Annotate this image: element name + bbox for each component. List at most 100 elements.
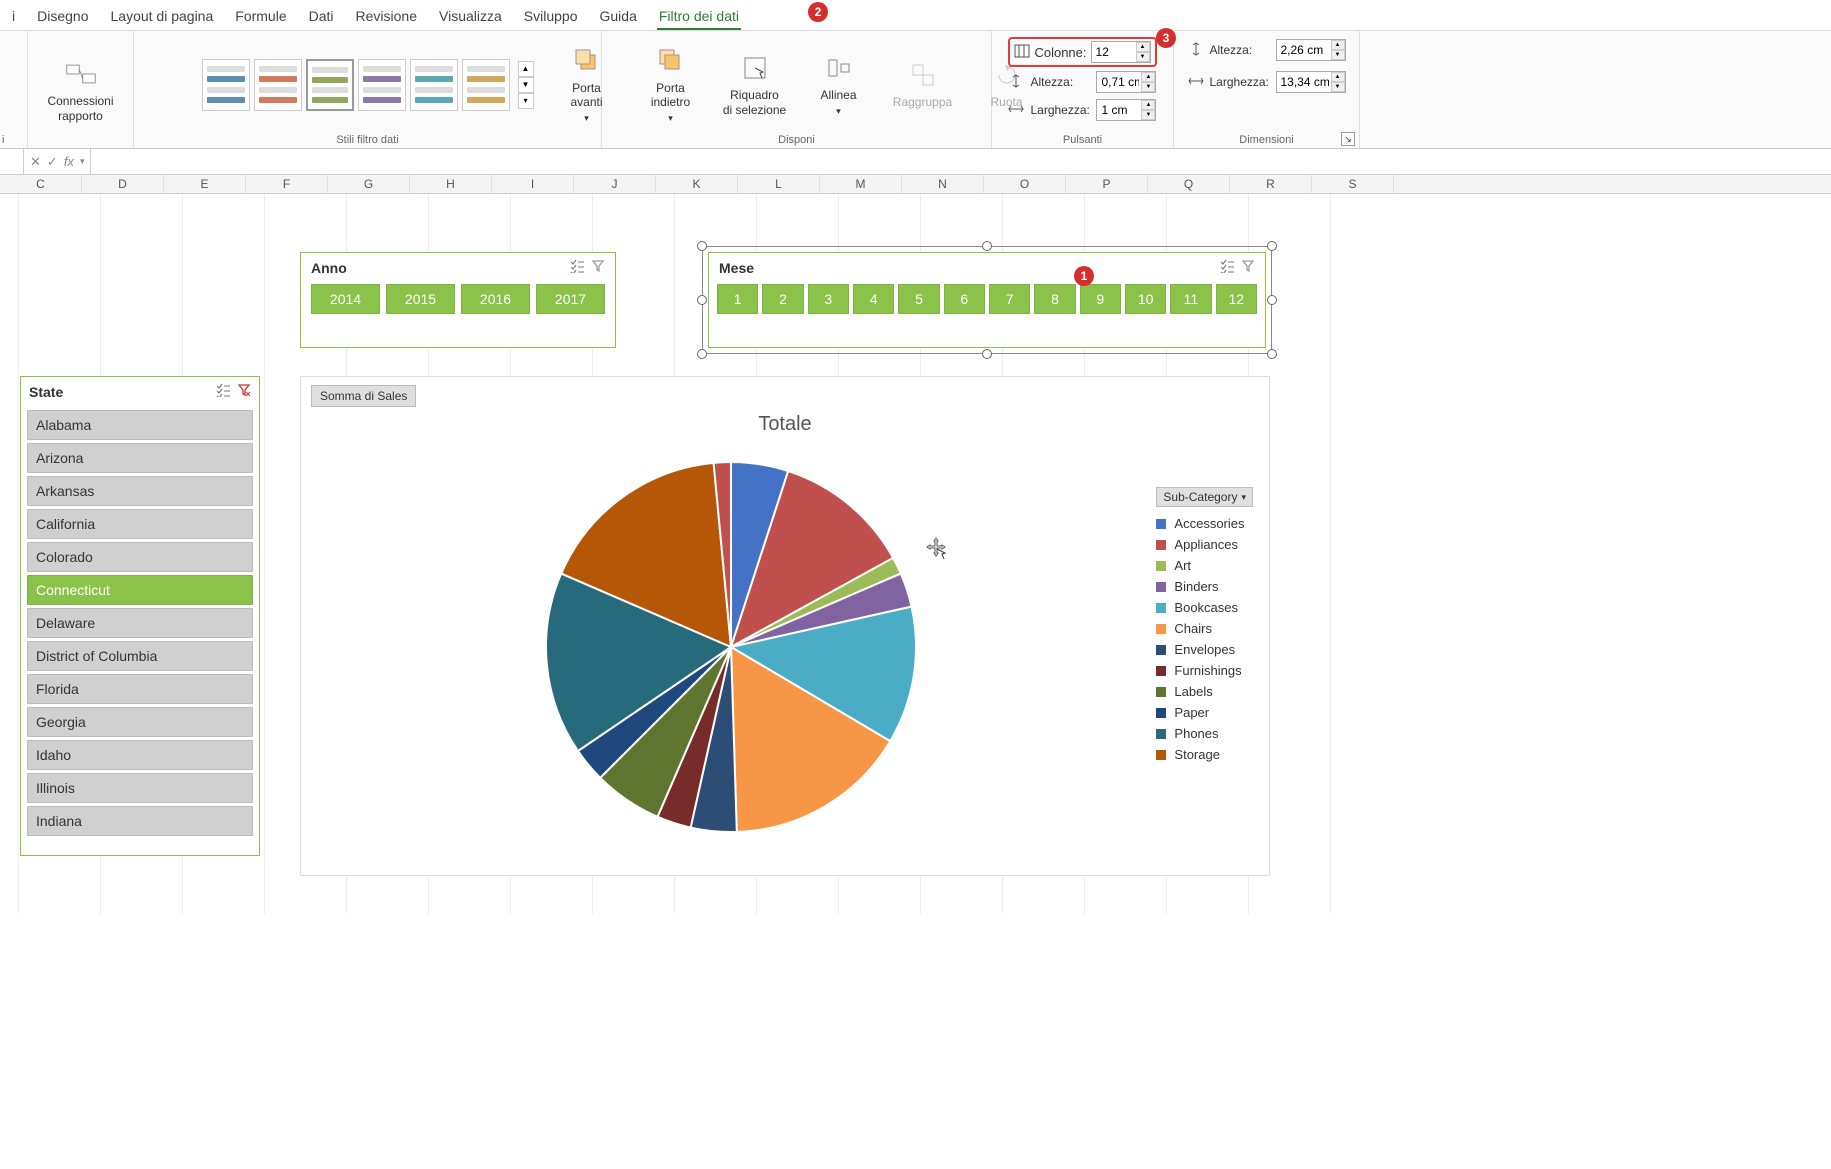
selection-handle[interactable] — [982, 349, 992, 359]
slicer-item[interactable]: 2015 — [386, 284, 455, 314]
dialog-launcher-icon[interactable]: ↘ — [1341, 132, 1355, 146]
slicer-item[interactable]: 12 — [1216, 284, 1257, 314]
spin-up-icon[interactable]: ▲ — [1136, 42, 1150, 52]
column-header[interactable]: P — [1066, 175, 1148, 193]
gallery-up-icon[interactable]: ▲ — [518, 61, 534, 77]
column-header[interactable]: C — [0, 175, 82, 193]
multiselect-icon[interactable] — [1219, 259, 1235, 276]
slicer-item[interactable]: Florida — [27, 674, 253, 704]
ribbon-tab[interactable]: Dati — [307, 4, 336, 30]
selection-handle[interactable] — [697, 349, 707, 359]
slicer-item[interactable]: Delaware — [27, 608, 253, 638]
ribbon-tab[interactable]: i — [10, 4, 17, 30]
spin-up-icon[interactable]: ▲ — [1141, 100, 1155, 110]
slicer-item[interactable]: Alabama — [27, 410, 253, 440]
selection-handle[interactable] — [982, 241, 992, 251]
clear-filter-icon[interactable] — [591, 259, 605, 276]
column-header[interactable]: D — [82, 175, 164, 193]
gallery-scroll[interactable]: ▲ ▼ ▾ — [518, 61, 534, 109]
clear-filter-icon[interactable] — [237, 383, 251, 400]
month-slicer[interactable]: Mese 123456789101112 — [708, 252, 1266, 348]
legend-field-button[interactable]: Sub-Category ▾ — [1156, 487, 1253, 507]
slicer-item[interactable]: California — [27, 509, 253, 539]
slicer-item[interactable]: Arkansas — [27, 476, 253, 506]
selection-handle[interactable] — [1267, 241, 1277, 251]
ribbon-tab[interactable]: Guida — [598, 4, 639, 30]
slicer-item[interactable]: Arizona — [27, 443, 253, 473]
ribbon-tab[interactable]: Visualizza — [437, 4, 504, 30]
spin-down-icon[interactable]: ▼ — [1331, 50, 1345, 60]
slicer-item[interactable]: 2017 — [536, 284, 605, 314]
ribbon-tab[interactable]: Layout di pagina — [109, 4, 216, 30]
cancel-icon[interactable]: ✕ — [30, 154, 41, 170]
slicer-item[interactable]: 1 — [717, 284, 758, 314]
selection-handle[interactable] — [1267, 349, 1277, 359]
year-slicer[interactable]: Anno 2014201520162017 — [300, 252, 616, 348]
slicer-item[interactable]: 3 — [808, 284, 849, 314]
pie-chart-container[interactable]: Somma di Sales Totale Sub-Category ▾ Acc… — [300, 376, 1270, 876]
slicer-style-option[interactable] — [358, 59, 406, 111]
selection-handle[interactable] — [697, 241, 707, 251]
selection-handle[interactable] — [1267, 295, 1277, 305]
name-box[interactable] — [0, 149, 24, 174]
gallery-more-icon[interactable]: ▾ — [518, 93, 534, 109]
report-connections-button[interactable]: Connessioni rapporto — [42, 48, 120, 134]
slicer-item[interactable]: 2016 — [461, 284, 530, 314]
column-header[interactable]: I — [492, 175, 574, 193]
column-header[interactable]: F — [246, 175, 328, 193]
slicer-style-option[interactable] — [410, 59, 458, 111]
slicer-item[interactable]: Connecticut — [27, 575, 253, 605]
spin-down-icon[interactable]: ▼ — [1141, 110, 1155, 120]
chart-values-field-button[interactable]: Somma di Sales — [311, 385, 416, 407]
spin-down-icon[interactable]: ▼ — [1331, 82, 1345, 92]
slicer-item[interactable]: Georgia — [27, 707, 253, 737]
align-button[interactable]: Allinea ▾ — [800, 42, 878, 128]
slicer-item[interactable]: 7 — [989, 284, 1030, 314]
spin-up-icon[interactable]: ▲ — [1331, 72, 1345, 82]
ribbon-tab[interactable]: Revisione — [354, 4, 419, 30]
column-header[interactable]: J — [574, 175, 656, 193]
formula-input[interactable] — [90, 149, 1831, 174]
fx-icon[interactable]: fx — [64, 154, 74, 169]
column-header[interactable]: N — [902, 175, 984, 193]
slicer-item[interactable]: 10 — [1125, 284, 1166, 314]
enter-icon[interactable]: ✓ — [47, 154, 58, 170]
slicer-item[interactable]: Illinois — [27, 773, 253, 803]
ribbon-tab[interactable]: Formule — [233, 4, 288, 30]
column-header[interactable]: M — [820, 175, 902, 193]
column-header[interactable]: G — [328, 175, 410, 193]
selection-pane-button[interactable]: Riquadro di selezione — [716, 42, 794, 128]
spin-down-icon[interactable]: ▼ — [1141, 82, 1155, 92]
column-header[interactable]: Q — [1148, 175, 1230, 193]
bring-forward-button[interactable]: Porta avanti ▾ — [548, 42, 626, 128]
selection-handle[interactable] — [697, 295, 707, 305]
spin-down-icon[interactable]: ▼ — [1136, 52, 1150, 62]
slicer-style-option[interactable] — [254, 59, 302, 111]
ribbon-tab[interactable]: Disegno — [35, 4, 90, 30]
spin-up-icon[interactable]: ▲ — [1331, 40, 1345, 50]
ribbon-tab[interactable]: Sviluppo — [522, 4, 580, 30]
slicer-style-option[interactable] — [462, 59, 510, 111]
slicer-item[interactable]: Idaho — [27, 740, 253, 770]
slicer-item[interactable]: District of Columbia — [27, 641, 253, 671]
column-header[interactable]: K — [656, 175, 738, 193]
clear-filter-icon[interactable] — [1241, 259, 1255, 276]
send-backward-button[interactable]: Porta indietro ▾ — [632, 42, 710, 128]
slicer-style-option[interactable] — [306, 59, 354, 111]
slicer-item[interactable]: 4 — [853, 284, 894, 314]
slicer-item[interactable]: 2 — [762, 284, 803, 314]
gallery-down-icon[interactable]: ▼ — [518, 77, 534, 93]
slicer-style-option[interactable] — [202, 59, 250, 111]
multiselect-icon[interactable] — [215, 383, 231, 400]
slicer-style-gallery[interactable] — [202, 59, 510, 111]
slicer-item[interactable]: Indiana — [27, 806, 253, 836]
multiselect-icon[interactable] — [569, 259, 585, 276]
column-header[interactable]: R — [1230, 175, 1312, 193]
slicer-item[interactable]: 9 — [1080, 284, 1121, 314]
slicer-item[interactable]: Colorado — [27, 542, 253, 572]
column-header[interactable]: O — [984, 175, 1066, 193]
slicer-item[interactable]: 2014 — [311, 284, 380, 314]
slicer-item[interactable]: 11 — [1170, 284, 1211, 314]
column-header[interactable]: S — [1312, 175, 1394, 193]
slicer-item[interactable]: 8 — [1034, 284, 1075, 314]
